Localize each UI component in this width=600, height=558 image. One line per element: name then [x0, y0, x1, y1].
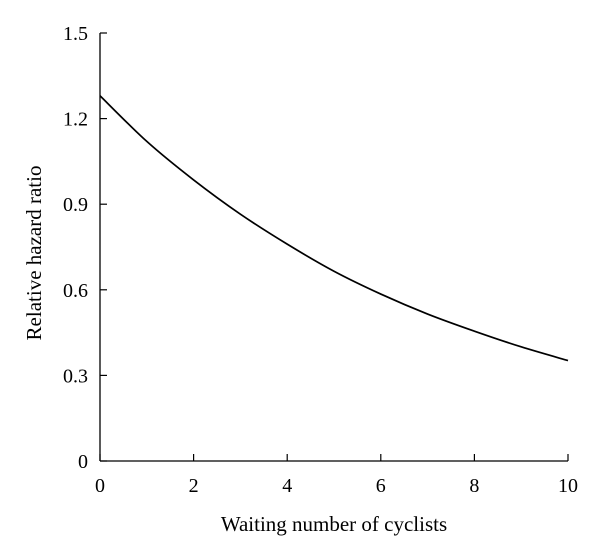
x-tick-label: 0 [95, 475, 105, 497]
x-tick-label: 6 [376, 475, 386, 497]
y-tick-label: 1.5 [63, 23, 88, 45]
x-tick-label: 2 [189, 475, 199, 497]
y-axis-title: Relative hazard ratio [22, 166, 46, 341]
y-axis-ticks: 0 0.3 0.6 0.9 1.2 1.5 [63, 23, 107, 473]
x-tick-label: 8 [469, 475, 479, 497]
y-tick-label: 0.3 [63, 365, 88, 387]
y-tick-label: 1.2 [63, 109, 88, 131]
y-tick-label: 0 [78, 451, 88, 473]
axes [99, 33, 568, 462]
x-axis-ticks: 0 2 4 6 8 10 [95, 454, 578, 497]
y-tick-label: 0.9 [63, 194, 88, 216]
x-tick-label: 4 [282, 475, 292, 497]
plot-area [99, 95, 569, 362]
y-tick-label: 0.6 [63, 280, 88, 302]
x-tick-label: 10 [558, 475, 578, 497]
series-line [99, 95, 569, 362]
x-axis-title: Waiting number of cyclists [221, 512, 447, 536]
